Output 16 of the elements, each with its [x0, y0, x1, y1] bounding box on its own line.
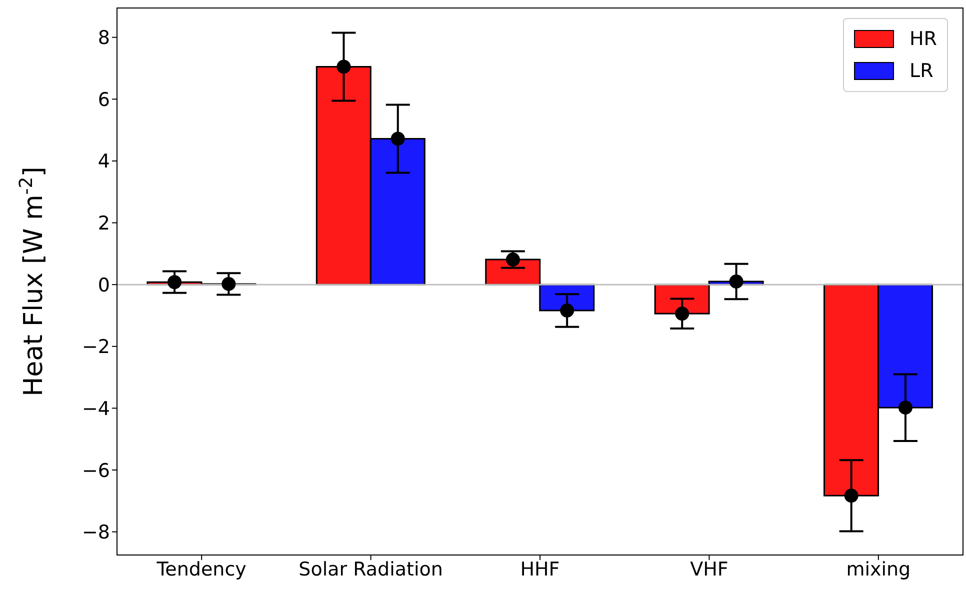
x-tick-label: VHF [690, 558, 728, 580]
x-tick-label: Tendency [156, 558, 246, 580]
y-tick-label: −2 [82, 336, 110, 358]
x-tick-label: HHF [520, 558, 560, 580]
y-tick-label: 2 [98, 212, 110, 235]
y-tick-label: −8 [82, 522, 110, 544]
x-tick-label: mixing [846, 558, 911, 580]
legend-label: HR [910, 28, 937, 50]
y-tick-label: 0 [98, 274, 110, 296]
y-tick-label: −4 [82, 398, 110, 420]
y-tick-label: 8 [98, 27, 110, 50]
y-tick-label: 4 [98, 150, 110, 173]
legend-label: LR [910, 60, 934, 82]
y-tick-label: −6 [82, 460, 110, 482]
x-tick-label: Solar Radiation [298, 558, 443, 580]
y-tick-label: 6 [98, 88, 110, 111]
